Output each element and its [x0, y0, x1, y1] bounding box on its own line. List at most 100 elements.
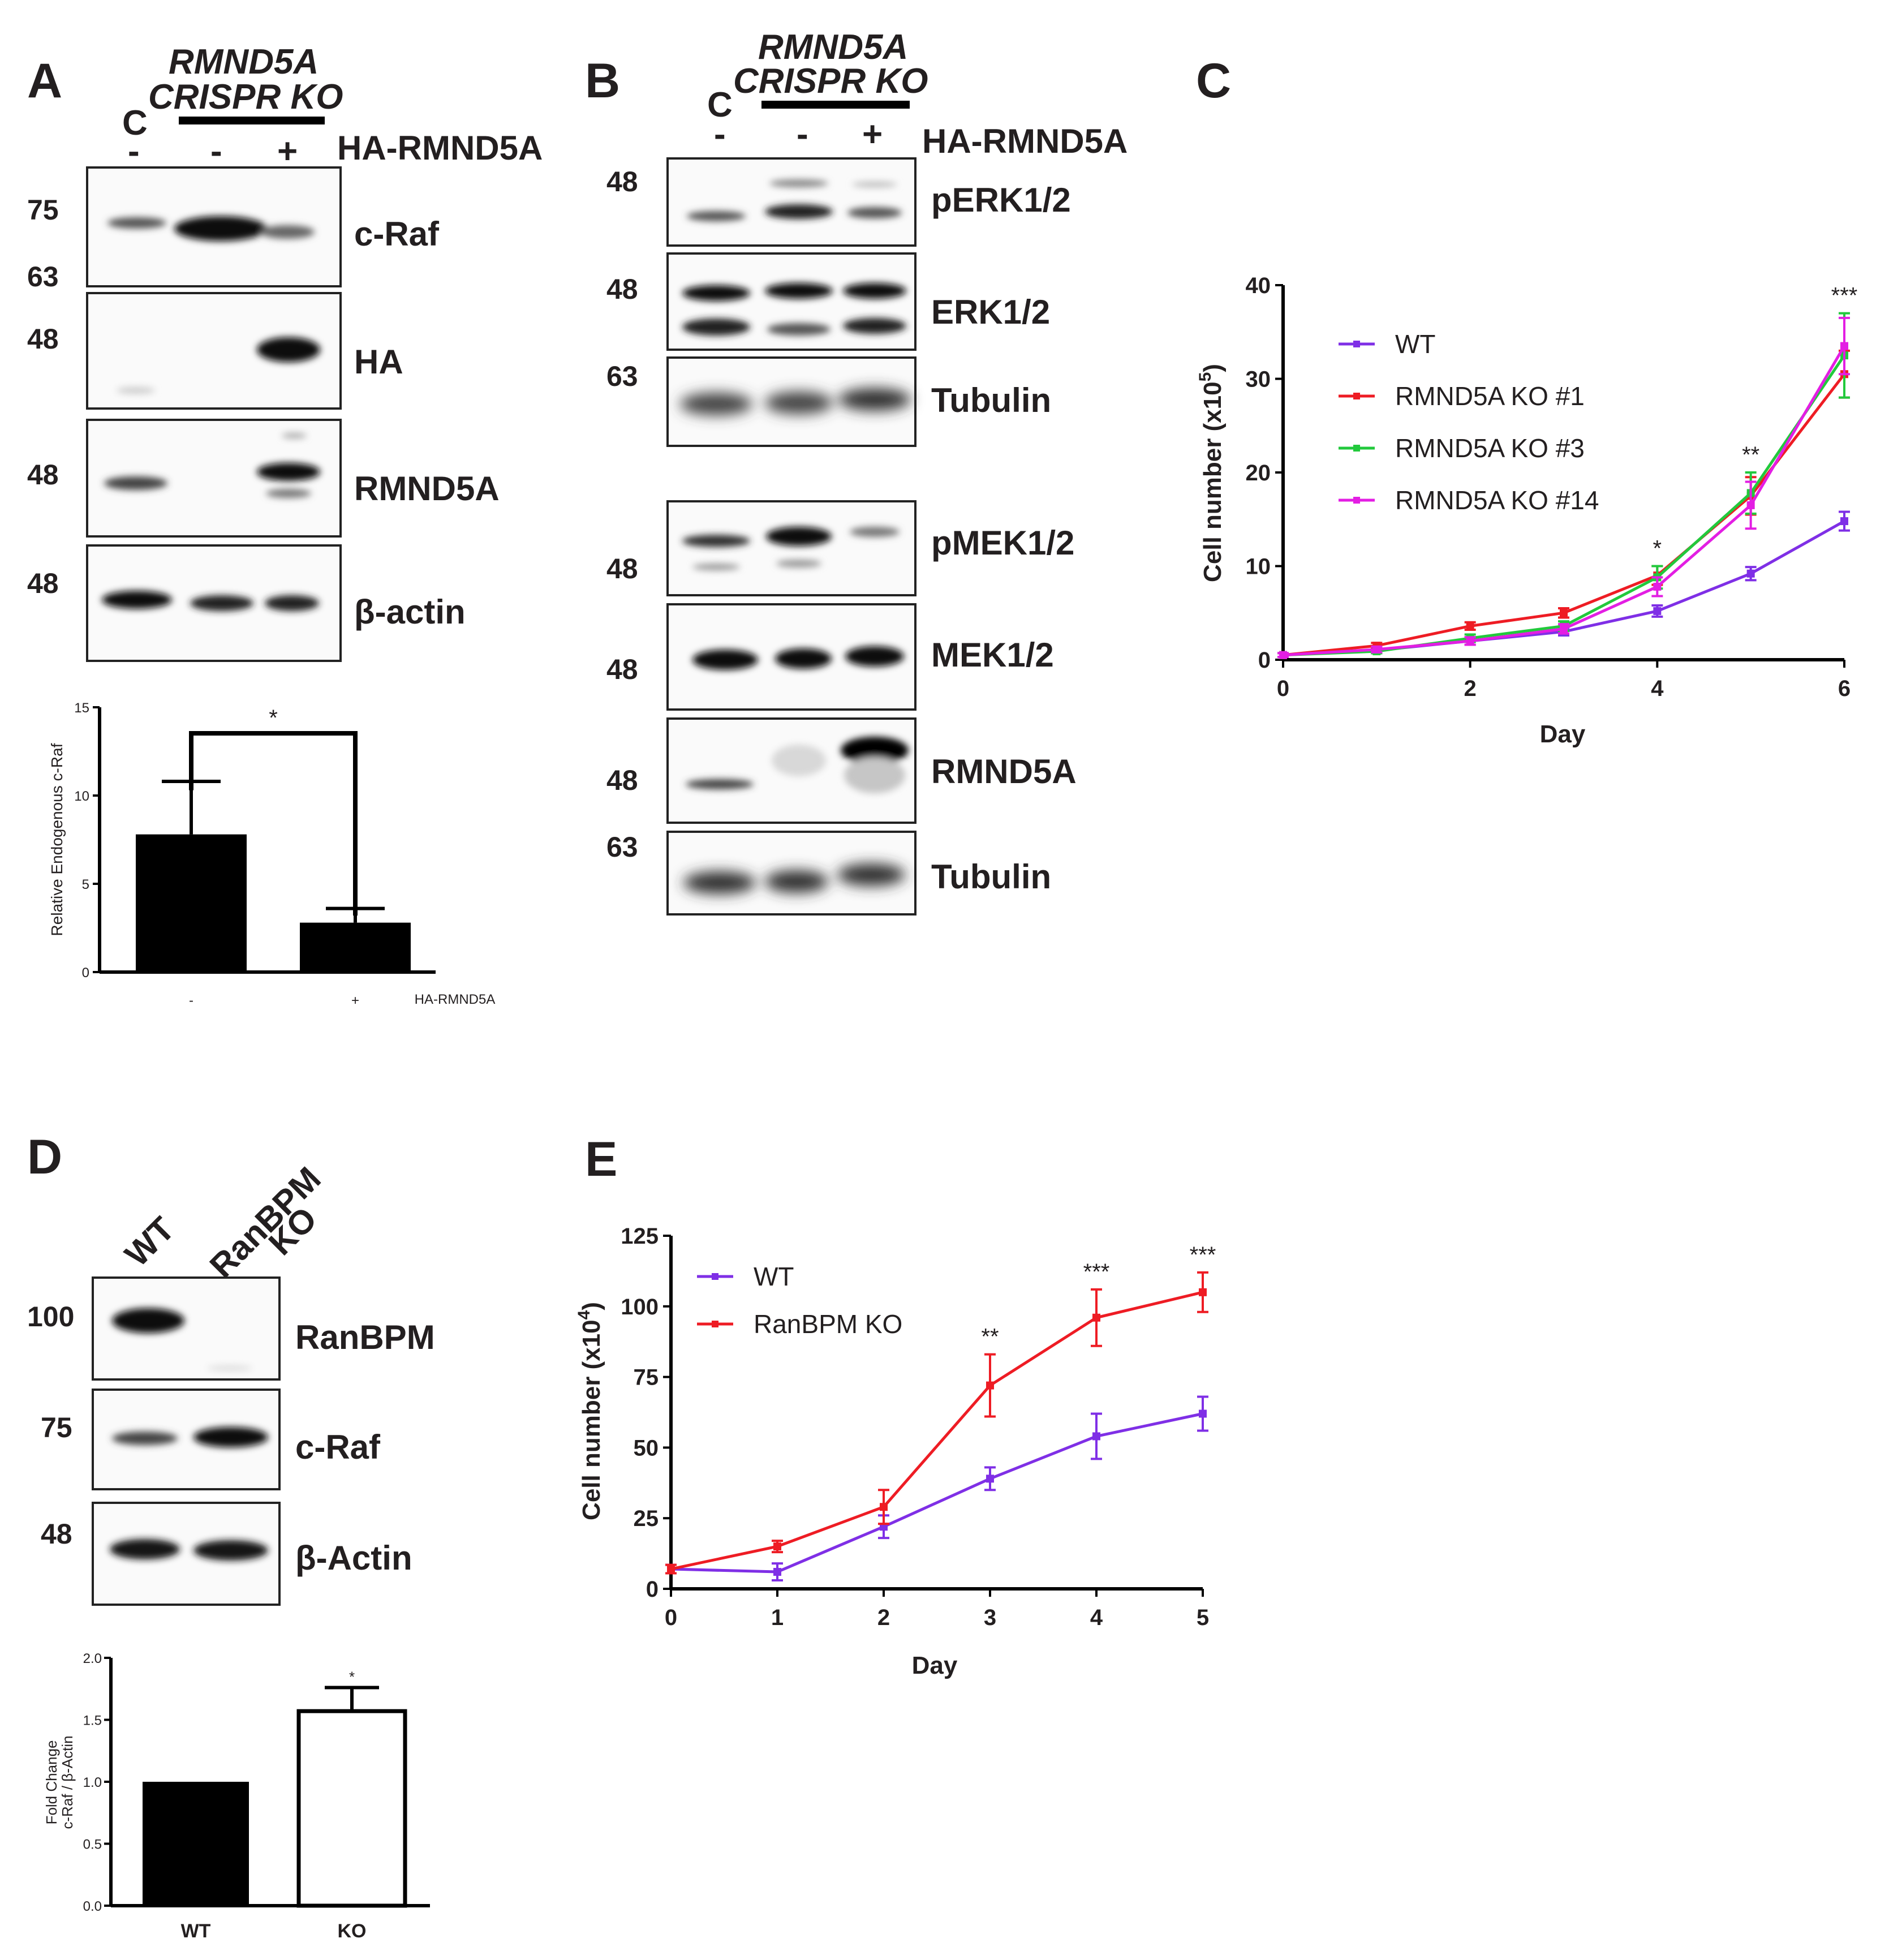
- chart-e-point: [1092, 1432, 1100, 1441]
- blot-label-c-raf: c-Raf: [354, 215, 440, 253]
- chart-d-xtick-label: WT: [181, 1920, 211, 1942]
- chart-c-point: [1466, 637, 1474, 645]
- blot-label-ranbpm: RanBPM: [295, 1318, 435, 1356]
- mw-ha: 48: [27, 323, 59, 355]
- blot-label-tubulin-1: Tubulin: [931, 381, 1051, 419]
- panel-letter-e: E: [585, 1132, 617, 1187]
- mw-pmek: 48: [606, 553, 638, 584]
- group-title-1: RMND5A: [758, 28, 908, 67]
- panel-c: C Cell number (x105) Day 0 10 20 30 40 0 2 4 6 WT…: [1196, 54, 1857, 748]
- chart-c-legend-marker: [1353, 341, 1360, 347]
- chart-e-ylabel-exponent: 4: [575, 1310, 593, 1319]
- chart-c-point: [1560, 625, 1568, 633]
- blot-label-beta-actin: β-actin: [354, 593, 466, 631]
- blot-label-tubulin-2: Tubulin: [931, 858, 1051, 896]
- chart-c-ylabel-exponent: 5: [1196, 372, 1215, 382]
- chart-a-xtick-label: +: [351, 993, 359, 1008]
- chart-e-legend-marker: [712, 1273, 718, 1280]
- chart-e-point: [986, 1381, 994, 1390]
- chart-d-ylabel-2: c-Raf / β-Actin: [59, 1735, 76, 1829]
- chart-c-ytick-label: 20: [1246, 461, 1271, 485]
- chart-c-xtick-label: 0: [1277, 676, 1289, 701]
- chart-c-point: [1466, 622, 1474, 630]
- bands-pmek: [682, 527, 900, 570]
- mw-c-raf-d: 75: [41, 1412, 72, 1443]
- chart-a-ytick-label: 5: [82, 877, 89, 892]
- chart-e-point: [773, 1568, 781, 1576]
- sign-lane-3: +: [277, 132, 298, 171]
- blot-label-erk: ERK1/2: [931, 293, 1050, 331]
- chart-c-legend-label: WT: [1395, 329, 1436, 359]
- panel-d: D WT RanBPM KO 100 RanBPM 75 c-Raf 48 β-…: [27, 1130, 435, 1942]
- bands-c-raf: [107, 216, 315, 241]
- bands-rmnd5a-b: [686, 737, 909, 793]
- chart-d-ytick-label: 0.0: [83, 1899, 102, 1914]
- group-title-2: CRISPR KO: [733, 62, 928, 101]
- panel-letter-b: B: [585, 54, 620, 108]
- chart-d-bar: Fold Change c-Raf / β-Actin 0.0 0.5 1.0 1.5…: [43, 1651, 430, 1942]
- chart-a-significance-bracket: [189, 731, 358, 916]
- sign-lane-2: -: [797, 115, 808, 154]
- panel-b: B RMND5A CRISPR KO C - - + HA-RMND5A 48 …: [585, 28, 1128, 915]
- chart-e-point: [1199, 1409, 1207, 1418]
- panel-letter-d: D: [27, 1130, 62, 1184]
- chart-e-ytick-label: 75: [634, 1365, 659, 1390]
- bands-ranbpm: [112, 1308, 252, 1371]
- panel-a: A RMND5A CRISPR KO C - - + HA-RMND5A 75 …: [27, 42, 543, 1008]
- mw-c-raf-1: 75: [27, 194, 59, 226]
- chart-c-point: [1653, 607, 1662, 615]
- chart-c-xtick-label: 2: [1464, 676, 1477, 701]
- chart-e-ylabel: Cell number (x104): [575, 1302, 605, 1520]
- bands-tubulin-1: [680, 388, 911, 415]
- mw-ranbpm: 100: [27, 1301, 74, 1333]
- blot-perk: [666, 157, 916, 247]
- chart-c-ylabel: Cell number (x105): [1196, 364, 1227, 582]
- mw-rmnd5a: 48: [27, 459, 59, 491]
- chart-c-point: [1746, 569, 1755, 578]
- chart-c-legend-marker: [1353, 497, 1360, 504]
- chart-c-xtick-label: 4: [1651, 676, 1664, 701]
- sign-lane-1: -: [128, 132, 140, 171]
- chart-a-ytick-label: 0: [82, 965, 89, 981]
- chart-a-xtick-label: -: [189, 993, 193, 1008]
- chart-c-legend-label: RMND5A KO #1: [1395, 381, 1585, 411]
- panel-letter-c: C: [1196, 54, 1231, 108]
- chart-d-bar-2: [296, 1709, 407, 1908]
- chart-a-xlabel: HA-RMND5A: [415, 992, 496, 1007]
- chart-e-significance: **: [981, 1325, 999, 1349]
- sign-lane-3: +: [862, 115, 883, 154]
- mw-tubulin-2: 63: [606, 831, 638, 863]
- chart-c-point: [1746, 501, 1755, 509]
- bands-perk: [687, 179, 902, 221]
- bands-rmnd5a: [104, 433, 320, 498]
- chart-e-ylabel-main: Cell number (x10: [578, 1319, 605, 1520]
- treatment-label: HA-RMND5A: [337, 129, 543, 167]
- chart-d-ylabel-1: Fold Change: [43, 1740, 60, 1825]
- chart-e-significance: ***: [1190, 1243, 1216, 1267]
- group-bar: [179, 117, 325, 124]
- chart-e-xlabel: Day: [912, 1652, 958, 1679]
- chart-e-legend-label: WT: [754, 1262, 794, 1291]
- chart-c-ytick-label: 0: [1258, 648, 1271, 673]
- chart-e-ytick-label: 100: [621, 1295, 659, 1319]
- chart-c-legend-marker: [1353, 393, 1360, 399]
- bands-tubulin-2: [683, 863, 905, 894]
- chart-c-legend-label: RMND5A KO #14: [1395, 485, 1599, 515]
- bands-c-raf-d: [112, 1427, 268, 1447]
- chart-c-line: Cell number (x105) Day 0 10 20 30 40 0 2 4 6 WT RM…: [1196, 273, 1857, 748]
- bands-erk: [682, 283, 906, 336]
- chart-c-point: [1279, 651, 1287, 659]
- mw-beta-actin: 48: [27, 568, 59, 599]
- chart-c-significance: *: [1653, 536, 1662, 561]
- chart-d-ytick-label: 0.5: [83, 1837, 102, 1852]
- blot-label-ha: HA: [354, 343, 403, 381]
- chart-c-legend-label: RMND5A KO #3: [1395, 433, 1585, 463]
- mw-erk: 48: [606, 273, 638, 305]
- sign-lane-1: -: [714, 115, 726, 154]
- chart-a-significance: *: [269, 706, 278, 730]
- chart-e-xtick-label: 5: [1197, 1605, 1209, 1630]
